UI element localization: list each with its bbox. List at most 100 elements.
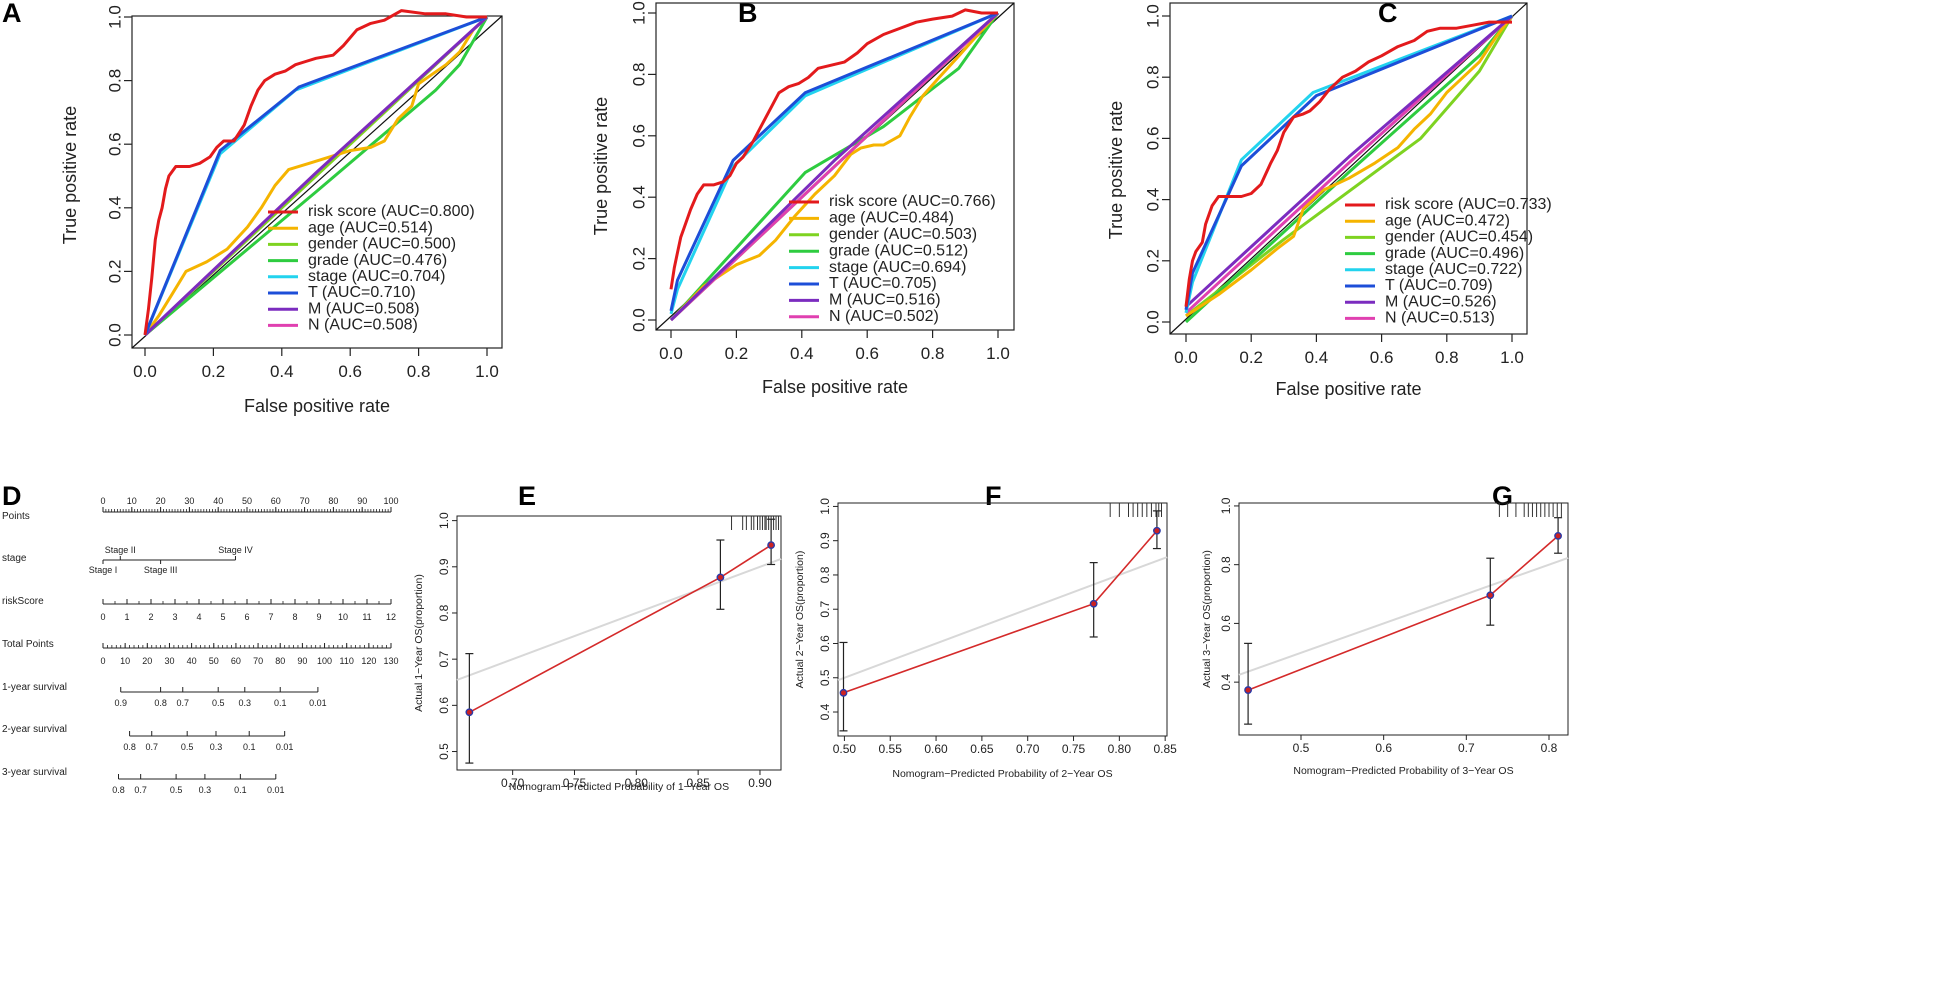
- nomogram-tick-label: 0.1: [234, 785, 247, 795]
- calibration-point: [1244, 686, 1252, 694]
- nomogram-tick-label: 0.3: [239, 698, 252, 708]
- nomogram-tick-label: 11: [362, 612, 371, 622]
- x-axis-label: Nomogram−Predicted Probability of 1−Year…: [509, 781, 729, 793]
- nomogram-tick-label: 50: [209, 656, 219, 666]
- x-tick-label: 0.4: [1305, 348, 1329, 367]
- legend-entry: gender (AUC=0.454): [1385, 229, 1533, 246]
- x-tick-label: 0.8: [921, 344, 945, 363]
- nomogram-tick-label: 7: [268, 612, 273, 622]
- plot-frame: [837, 502, 1168, 737]
- nomogram-tick-label: 30: [164, 656, 174, 666]
- ideal-reference-line: [456, 558, 782, 681]
- x-tick-label: 0.4: [270, 362, 294, 381]
- x-tick-label: 0.8: [1435, 348, 1459, 367]
- nomogram-tick-label: 0.7: [176, 698, 189, 708]
- nomogram-tick-label: 70: [253, 656, 263, 666]
- legend-entry: stage (AUC=0.704): [308, 268, 445, 285]
- y-tick-label: 0.2: [105, 260, 124, 284]
- x-tick-label: 0.0: [1174, 348, 1198, 367]
- y-tick-label: 0.6: [1143, 127, 1162, 151]
- nomogram-tick-label: 6: [244, 612, 249, 622]
- x-tick-label: 0.85: [686, 776, 710, 790]
- y-axis-label: True positive rate: [1106, 101, 1126, 239]
- y-tick-label: 0.8: [629, 63, 648, 87]
- nomogram-tick-label: 40: [213, 496, 223, 506]
- calibration-panel-e: 0.70 0.75 0.80 0.85 0.90 0.5 0.6 0.7 0.8 0.9 1.0 No…: [413, 512, 782, 793]
- x-tick-label: 0.6: [1370, 348, 1394, 367]
- calibration-point: [1089, 599, 1098, 608]
- legend-entry: grade (AUC=0.512): [829, 242, 968, 259]
- x-axis-label: Nomogram−Predicted Probability of 2−Year…: [892, 768, 1112, 780]
- panel-label-f: F: [985, 481, 1002, 511]
- legend-entry: risk score (AUC=0.733): [1385, 196, 1552, 213]
- nomogram-tick-label: 3: [172, 612, 177, 622]
- calibration-panel-g: 0.5 0.6 0.7 0.8 0.4 0.6 0.8 1.0 Nomogram−Predict…: [1201, 497, 1569, 777]
- roc-curve-series-1: [143, 15, 489, 336]
- nomogram-tick-label: 20: [142, 656, 152, 666]
- y-tick-label: 1.0: [1219, 497, 1233, 514]
- legend-entry: T (AUC=0.710): [308, 284, 416, 301]
- y-axis-label: True positive rate: [60, 106, 80, 244]
- legend-entry: N (AUC=0.508): [308, 317, 418, 334]
- nomogram-row-label: Points: [2, 511, 30, 522]
- roc-panel-b: 0.0 0.2 0.4 0.6 0.8 1.0 0.0 0.2 0.4 0.6 0.8 1.0 Fals…: [591, 1, 1015, 397]
- x-tick-label: 0.50: [833, 742, 857, 756]
- x-tick-label: 0.0: [133, 362, 157, 381]
- calibration-point: [465, 708, 474, 717]
- y-tick-label: 0.8: [818, 566, 832, 583]
- x-tick-label: 0.65: [970, 742, 994, 756]
- nomogram-tick-label: 8: [292, 612, 297, 622]
- nomogram-tick-label: 120: [361, 656, 376, 666]
- nomogram-tick-label: 0.8: [123, 742, 136, 752]
- plot-frame: [131, 15, 503, 349]
- y-tick-label: 0.4: [818, 703, 832, 720]
- y-tick-label: 0.6: [437, 697, 451, 714]
- y-tick-label: 0.7: [818, 601, 832, 618]
- legend-entry: age (AUC=0.514): [308, 219, 433, 236]
- roc-curve-series-3: [669, 12, 1000, 322]
- y-tick-label: 0.4: [105, 196, 124, 220]
- legend-entry: age (AUC=0.484): [829, 210, 954, 227]
- panel-label-c: C: [1378, 0, 1398, 28]
- nomogram-tick-label: 10: [338, 612, 348, 622]
- nomogram-tick-label: 0.01: [276, 742, 294, 752]
- roc-curve-series-5: [669, 11, 999, 312]
- nomogram-tick-label: 80: [328, 496, 338, 506]
- nomogram-tick-label: 0.7: [145, 742, 158, 752]
- roc-curve-series-0: [143, 9, 487, 336]
- nomogram-tick-label: 0.1: [274, 698, 287, 708]
- nomogram-tick-label: 4: [196, 612, 201, 622]
- y-tick-label: 0.6: [818, 635, 832, 652]
- y-tick-label: 0.8: [1219, 556, 1233, 573]
- nomogram-tick-label: 80: [275, 656, 285, 666]
- nomogram-tick-label: 0.3: [210, 742, 223, 752]
- nomogram-row-label: 3-year survival: [2, 767, 67, 778]
- nomogram-tick-label: 60: [271, 496, 281, 506]
- calibration-line: [469, 544, 772, 714]
- calibration-point: [767, 541, 776, 549]
- calibration-point: [1486, 591, 1495, 600]
- calibration-line: [1247, 535, 1559, 691]
- x-tick-label: 1.0: [1500, 348, 1524, 367]
- calibration-line: [843, 530, 1158, 694]
- roc-curve-series-7: [1184, 14, 1514, 314]
- x-tick-label: 0.6: [855, 344, 879, 363]
- calibration-panel-f: 0.50 0.55 0.60 0.65 0.70 0.75 0.80 0.85 0.4 0.5 0.…: [794, 498, 1177, 780]
- x-tick-label: 0.75: [1062, 742, 1086, 756]
- legend-entry: T (AUC=0.705): [829, 275, 937, 292]
- legend-entry: M (AUC=0.516): [829, 292, 941, 309]
- y-axis-label: Actual 2−Year OS(proportion): [794, 551, 806, 689]
- roc-curve-series-3: [144, 16, 489, 337]
- x-tick-label: 0.80: [625, 776, 649, 790]
- y-axis-label: True positive rate: [591, 97, 611, 235]
- nomogram-tick-label: 90: [357, 496, 367, 506]
- nomogram-tick-label: 0.01: [267, 785, 285, 795]
- y-tick-label: 0.6: [1219, 615, 1233, 632]
- legend-entry: grade (AUC=0.476): [308, 252, 447, 269]
- y-tick-label: 0.9: [437, 558, 451, 575]
- nomogram-tick-label: 0.3: [199, 785, 212, 795]
- roc-panel-c: 0.0 0.2 0.4 0.6 0.8 1.0 0.0 0.2 0.4 0.6 0.8 1.0 Fals…: [1106, 2, 1552, 399]
- nomogram-tick-label: 0.01: [309, 698, 327, 708]
- roc-curve-series-6: [1184, 14, 1513, 308]
- nomogram-tick-label: 0.5: [212, 698, 225, 708]
